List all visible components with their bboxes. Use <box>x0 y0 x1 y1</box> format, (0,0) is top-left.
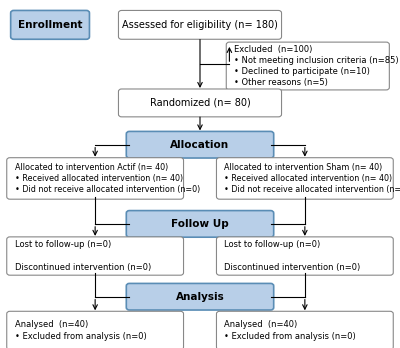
FancyBboxPatch shape <box>118 89 282 117</box>
FancyBboxPatch shape <box>118 10 282 39</box>
FancyBboxPatch shape <box>7 158 184 199</box>
Text: Excluded  (n=100)
• Not meeting inclusion criteria (n=85)
• Declined to particip: Excluded (n=100) • Not meeting inclusion… <box>234 45 399 87</box>
FancyBboxPatch shape <box>7 237 184 275</box>
Text: Enrollment: Enrollment <box>18 20 82 30</box>
Text: Allocated to intervention Actif (n= 40)
• Received allocated intervention (n= 40: Allocated to intervention Actif (n= 40) … <box>14 163 200 194</box>
Text: Allocated to intervention Sham (n= 40)
• Received allocated intervention (n= 40): Allocated to intervention Sham (n= 40) •… <box>224 163 400 194</box>
FancyBboxPatch shape <box>7 311 184 348</box>
Text: Analysed  (n=40)
• Excluded from analysis (n=0): Analysed (n=40) • Excluded from analysis… <box>14 321 146 340</box>
FancyBboxPatch shape <box>126 211 274 237</box>
Text: Follow Up: Follow Up <box>171 219 229 229</box>
FancyBboxPatch shape <box>216 158 393 199</box>
FancyBboxPatch shape <box>216 311 393 348</box>
FancyBboxPatch shape <box>216 237 393 275</box>
FancyBboxPatch shape <box>126 132 274 158</box>
FancyBboxPatch shape <box>126 283 274 310</box>
Text: Lost to follow-up (n=0)

Discontinued intervention (n=0): Lost to follow-up (n=0) Discontinued int… <box>224 240 360 272</box>
Text: Assessed for eligibility (n= 180): Assessed for eligibility (n= 180) <box>122 20 278 30</box>
Text: Analysis: Analysis <box>176 292 224 302</box>
FancyBboxPatch shape <box>11 10 90 39</box>
Text: Lost to follow-up (n=0)

Discontinued intervention (n=0): Lost to follow-up (n=0) Discontinued int… <box>14 240 151 272</box>
Text: Randomized (n= 80): Randomized (n= 80) <box>150 98 250 108</box>
Text: Analysed  (n=40)
• Excluded from analysis (n=0): Analysed (n=40) • Excluded from analysis… <box>224 321 356 340</box>
Text: Allocation: Allocation <box>170 140 230 150</box>
FancyBboxPatch shape <box>226 42 389 90</box>
